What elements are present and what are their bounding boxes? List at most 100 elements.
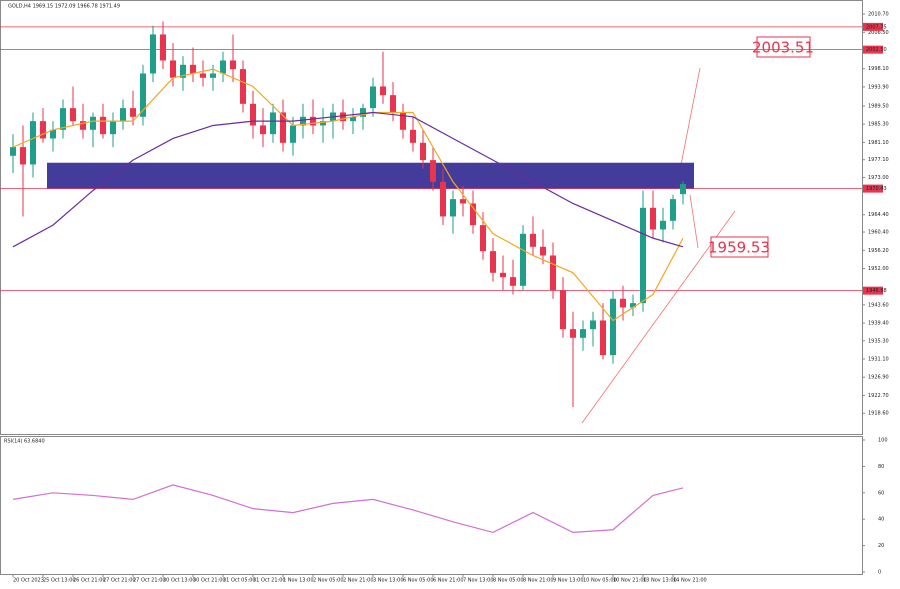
candle-body	[20, 147, 26, 165]
x-tick-label: 31 Oct 21:00	[253, 578, 286, 584]
candle-body	[510, 277, 516, 286]
projection-line	[689, 194, 699, 249]
price-tag	[863, 45, 883, 54]
price-tag-label: 2007.75	[866, 24, 887, 30]
x-tick-label: 30 Oct 21:00	[193, 578, 226, 584]
candle-body	[70, 108, 76, 122]
price-tag-label: 1970.43	[866, 186, 887, 192]
price-tag-label: 1946.88	[866, 288, 887, 294]
candle-body	[160, 34, 166, 61]
y-tick-label: 1973.00	[868, 175, 889, 181]
candle-body	[540, 246, 546, 256]
candle-body	[40, 121, 46, 139]
y-tick-label: 40	[878, 517, 884, 523]
x-tick-label: 27 Oct 21:00	[103, 578, 136, 584]
candle-body	[350, 116, 356, 122]
zone	[47, 162, 694, 189]
candle-body	[400, 112, 406, 130]
y-tick-label: 1956.20	[868, 248, 889, 254]
y-tick-label: 1935.30	[868, 338, 889, 344]
candle-body	[560, 290, 566, 330]
y-tick-label: 1960.40	[868, 230, 889, 236]
line	[12, 68, 684, 322]
candle-body	[460, 199, 466, 204]
candle-body	[230, 60, 236, 70]
candle-body	[210, 73, 216, 78]
candle-body	[410, 129, 416, 143]
candle-body	[450, 199, 456, 217]
candle-body	[250, 103, 256, 126]
candle-body	[170, 60, 176, 78]
x-tick-label: 13 Nov 13:00	[643, 578, 677, 584]
x-tick-label: 26 Oct 21:00	[73, 578, 106, 584]
y-tick-label: 1943.60	[868, 302, 889, 308]
y-tick-label: 1998.10	[868, 66, 889, 72]
candle-body	[480, 225, 486, 252]
candle-body	[660, 220, 666, 230]
candle-body	[100, 116, 106, 135]
y-tick-label: 1931.10	[868, 357, 889, 363]
candle-body	[590, 320, 596, 330]
x-tick-label: 27 Oct 21:00	[133, 578, 166, 584]
candle-body	[640, 207, 646, 304]
y-tick-label: 100	[878, 438, 888, 444]
candle-body	[10, 147, 16, 156]
y-tick-label: 1964.40	[868, 212, 889, 218]
x-tick-label: 14 Nov 21:00	[673, 578, 707, 584]
y-tick-label: 1926.90	[868, 375, 889, 381]
x-tick-label: 7 Nov 13:00	[463, 578, 494, 584]
x-tick-label: 10 Nov 21:00	[613, 578, 647, 584]
candle-body	[60, 108, 66, 130]
x-tick-label: 8 Nov 21:00	[523, 578, 554, 584]
candle-body	[240, 69, 246, 104]
candle-body	[200, 73, 206, 78]
x-tick-label: 2 Nov 05:00	[313, 578, 344, 584]
main-panel	[0, 0, 863, 435]
candle-body	[260, 125, 266, 135]
candle-body	[340, 112, 346, 122]
candle-body	[430, 160, 436, 182]
candle-body	[150, 34, 156, 74]
candle-body	[270, 112, 276, 135]
x-tick-label: 6 Nov 21:00	[433, 578, 464, 584]
candle-body	[320, 121, 326, 126]
candle-body	[670, 199, 676, 221]
candle-body	[550, 255, 556, 291]
candle-body	[300, 116, 306, 126]
candle-body	[380, 86, 386, 96]
y-tick-label: 2010.70	[868, 12, 889, 18]
x-tick-label: 6 Nov 05:00	[403, 578, 434, 584]
candle-body	[290, 125, 296, 143]
price-tag	[863, 22, 883, 31]
candle-body	[520, 233, 526, 286]
candle-body	[280, 112, 286, 143]
price-tag-label: 2002.50	[866, 47, 887, 53]
candle-body	[500, 272, 506, 278]
trend-line	[581, 210, 736, 424]
y-tick-label: 1952.00	[868, 266, 889, 272]
candle-body	[570, 329, 576, 338]
x-tick-label: 2 Nov 21:00	[343, 578, 374, 584]
rsi-title: RSI(14) 63.6840	[4, 439, 45, 445]
candle-body	[600, 320, 606, 356]
x-tick-label: 31 Oct 05:00	[223, 578, 256, 584]
y-tick-label: 0	[878, 570, 881, 576]
line	[12, 111, 684, 248]
projection-line	[679, 67, 701, 171]
candle-body	[530, 233, 536, 247]
candle-body	[680, 184, 686, 195]
candle-body	[140, 73, 146, 117]
y-tick-label: 2006.50	[868, 30, 889, 36]
candle-body	[390, 95, 396, 113]
y-tick-label: 20	[878, 543, 884, 549]
candle-body	[620, 298, 626, 308]
candle-body	[360, 108, 366, 117]
y-tick-label: 1918.60	[868, 411, 889, 417]
candle-body	[180, 64, 186, 78]
candle-body	[490, 251, 496, 273]
candle-body	[610, 298, 616, 356]
price-tag	[863, 184, 883, 193]
candle-body	[310, 116, 316, 126]
rsi-panel	[0, 436, 863, 575]
